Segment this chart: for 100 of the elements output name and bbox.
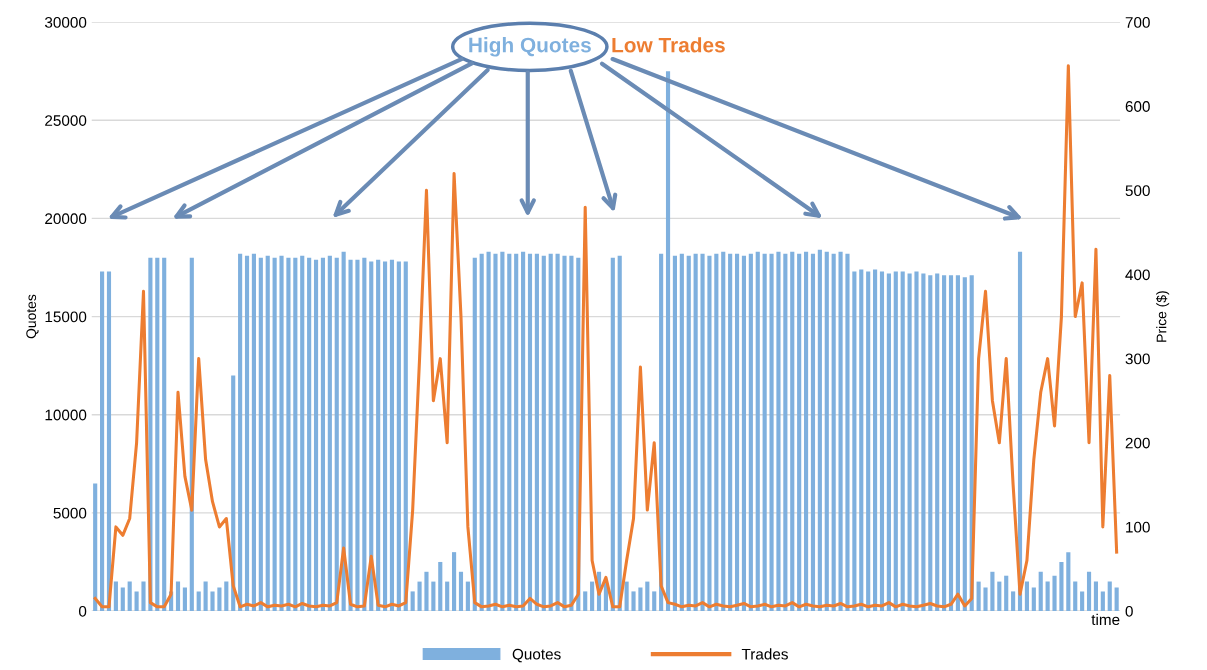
- bar: [113, 581, 118, 612]
- bar: [638, 587, 643, 612]
- bar: [810, 253, 816, 612]
- bar: [610, 257, 615, 612]
- bar: [417, 581, 422, 612]
- bar: [327, 255, 332, 612]
- bar: [866, 271, 871, 612]
- bar: [873, 269, 878, 612]
- bar: [631, 591, 636, 612]
- bar: [1059, 561, 1064, 612]
- bar: [914, 271, 919, 612]
- bar: [486, 251, 491, 612]
- bar: [1114, 587, 1119, 612]
- bar: [741, 255, 747, 612]
- bar: [293, 257, 298, 612]
- bar: [900, 271, 905, 612]
- y2-tick-label: 300: [1125, 353, 1150, 365]
- bar: [155, 257, 160, 612]
- annotation: High Quotes: [469, 37, 591, 57]
- bar: [783, 253, 788, 612]
- bar: [562, 255, 567, 612]
- bar: [403, 261, 408, 612]
- bar: [776, 251, 781, 612]
- bar: [382, 261, 388, 612]
- bar: [182, 587, 187, 612]
- bar: [541, 255, 546, 612]
- bar: [976, 581, 981, 612]
- bar: [313, 259, 319, 612]
- y-tick-label: 30000: [44, 16, 87, 28]
- bar: [106, 271, 112, 612]
- bar: [355, 259, 360, 612]
- bar: [921, 273, 926, 612]
- bar: [369, 261, 374, 612]
- legend-label: Quotes: [512, 648, 561, 663]
- bar: [652, 591, 657, 612]
- bar: [251, 253, 256, 612]
- y-tick-label: 0: [78, 605, 87, 617]
- y2-tick-label: 700: [1125, 16, 1150, 28]
- bar: [320, 257, 326, 612]
- bar: [452, 552, 457, 612]
- bar: [859, 269, 864, 612]
- legend-label: Trades: [741, 648, 788, 660]
- bar: [1011, 591, 1016, 612]
- bar: [1093, 581, 1099, 612]
- bar: [548, 253, 553, 612]
- bar: [396, 261, 401, 612]
- bar: [1100, 591, 1105, 612]
- bar: [472, 257, 477, 612]
- bar: [127, 581, 132, 612]
- bar: [362, 257, 367, 612]
- bar: [948, 275, 954, 612]
- bar: [1045, 581, 1050, 612]
- bar: [286, 257, 291, 612]
- bar: [790, 251, 795, 612]
- y2-tick-label: 600: [1125, 101, 1150, 112]
- bar: [555, 253, 560, 612]
- y-tick-label: 15000: [45, 311, 87, 323]
- bar: [886, 273, 891, 612]
- bar: [410, 591, 415, 612]
- bar: [990, 571, 995, 612]
- bar: [175, 581, 181, 612]
- bar: [238, 253, 243, 612]
- bar: [831, 253, 836, 612]
- bar: [893, 271, 898, 612]
- bar: [997, 581, 1002, 612]
- bar: [1038, 571, 1043, 612]
- annotation: Low Trades: [612, 37, 725, 53]
- x-axis-title: time: [1091, 613, 1120, 626]
- bar: [1073, 581, 1078, 612]
- bar: [493, 253, 498, 612]
- bar: [665, 71, 671, 612]
- bar: [438, 561, 443, 612]
- bar: [507, 253, 512, 612]
- bar: [852, 271, 857, 612]
- bar: [307, 257, 312, 612]
- bar: [500, 251, 505, 612]
- bar: [583, 591, 588, 612]
- bar: [1080, 591, 1085, 612]
- y-tick-label: 20000: [45, 213, 87, 225]
- bar: [224, 581, 229, 612]
- bar: [196, 591, 201, 612]
- bar: [279, 255, 284, 612]
- bar: [928, 275, 933, 612]
- bar: [824, 251, 829, 612]
- y2-tick-label: 0: [1125, 605, 1133, 617]
- line-series: [93, 64, 1119, 609]
- bar: [458, 571, 464, 612]
- bar: [955, 275, 960, 612]
- bar: [100, 271, 105, 612]
- y2-tick-label: 200: [1125, 437, 1150, 449]
- bar: [521, 251, 526, 612]
- bar: [769, 253, 774, 612]
- bar: [210, 591, 215, 612]
- bar: [334, 257, 339, 612]
- bar: [803, 251, 809, 612]
- bar: [728, 253, 733, 612]
- bar: [203, 581, 208, 612]
- bar: [879, 271, 885, 612]
- bar: [762, 253, 767, 612]
- bar: [672, 255, 677, 612]
